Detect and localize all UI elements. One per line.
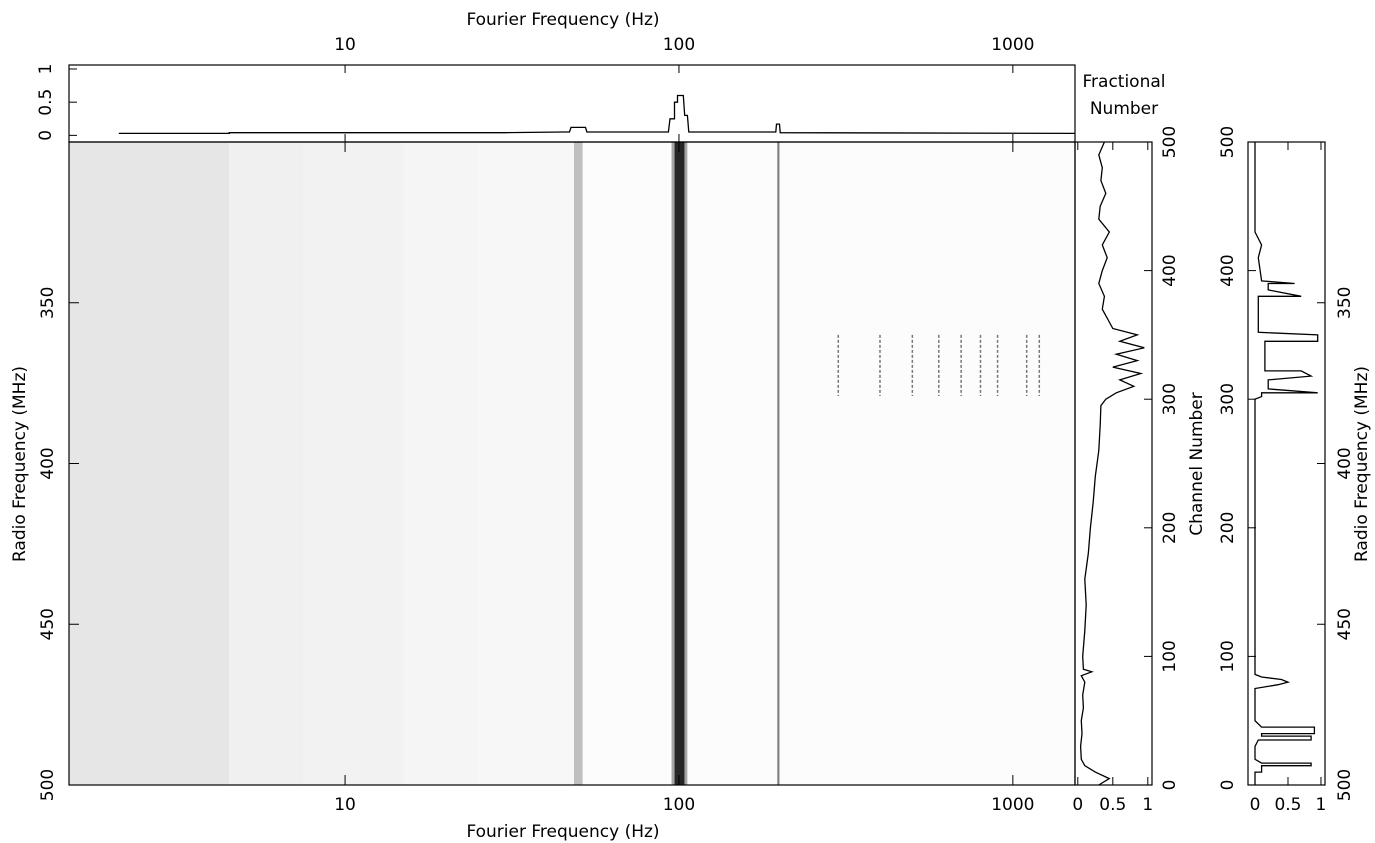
channel-tick-label: 300	[1160, 383, 1180, 415]
channel-tick-label: 500	[1218, 126, 1238, 158]
trace	[118, 94, 1076, 135]
channel-tick-label: 500	[1160, 126, 1180, 158]
fraction-label: Number	[1090, 99, 1158, 119]
y-tick-label: 0	[36, 130, 56, 141]
y-axis-title: Radio Frequency (MHz)	[10, 366, 30, 562]
x-tick-label: 1000	[991, 35, 1034, 55]
plot-frame	[1074, 141, 1153, 786]
channel-tick-label: 100	[1218, 640, 1238, 672]
heat-cell	[303, 142, 404, 785]
x-axis-title: Fourier Frequency (Hz)	[466, 822, 659, 842]
heat-cell	[671, 142, 675, 785]
channel-tick-label: 100	[1160, 640, 1180, 672]
x-tick-label: 100	[663, 35, 695, 55]
heat-cell	[674, 142, 685, 785]
top-x-axis-title: Fourier Frequency (Hz)	[466, 10, 659, 30]
channel-tick-label: 300	[1218, 383, 1238, 415]
heat-cell	[403, 142, 478, 785]
channel-tick-label: 400	[1160, 254, 1180, 286]
y2-tick-label: 400	[1335, 447, 1355, 479]
y-tick-label: 350	[38, 287, 58, 319]
value-tick-label: 0	[1072, 795, 1083, 815]
value-tick-label: 0.5	[1099, 795, 1126, 815]
fraction-label: Fractional	[1083, 72, 1166, 92]
y-tick-label: 1	[36, 64, 56, 75]
heat-cell	[477, 142, 575, 785]
heat-cell	[684, 142, 688, 785]
plot-frame	[68, 64, 1076, 143]
channel-tick-label: 400	[1218, 254, 1238, 286]
x-tick-label: 1000	[991, 795, 1034, 815]
y2-tick-label: 350	[1335, 287, 1355, 319]
trace	[1254, 142, 1319, 785]
y-tick-label: 450	[38, 608, 58, 640]
channel-tick-label: 0	[1160, 780, 1180, 791]
channel-axis-title: Channel Number	[1187, 392, 1207, 536]
y-tick-label: 0.5	[36, 89, 56, 116]
plot-frame	[1247, 141, 1326, 786]
y2-tick-label: 450	[1335, 608, 1355, 640]
y2-tick-label: 500	[1335, 769, 1355, 801]
heat-cell	[777, 142, 780, 785]
x-tick-label: 10	[334, 795, 356, 815]
heat-cell	[574, 142, 583, 785]
x-tick-label: 100	[663, 795, 695, 815]
heat-cell	[687, 142, 778, 785]
heat-cell	[69, 142, 230, 785]
value-tick-label: 1	[1316, 795, 1327, 815]
channel-tick-label: 200	[1160, 512, 1180, 544]
trace	[1079, 141, 1145, 786]
heat-cell	[582, 142, 672, 785]
y-tick-label: 500	[38, 769, 58, 801]
value-tick-label: 0.5	[1274, 795, 1301, 815]
heat-cell	[779, 142, 1075, 785]
value-tick-label: 0	[1250, 795, 1261, 815]
heat-cell	[229, 142, 304, 785]
channel-tick-label: 200	[1218, 512, 1238, 544]
channel-tick-label: 0	[1218, 780, 1238, 791]
y2-axis-title: Radio Frequency (MHz)	[1352, 366, 1372, 562]
x-tick-label: 10	[334, 35, 356, 55]
value-tick-label: 1	[1142, 795, 1153, 815]
y-tick-label: 400	[38, 447, 58, 479]
